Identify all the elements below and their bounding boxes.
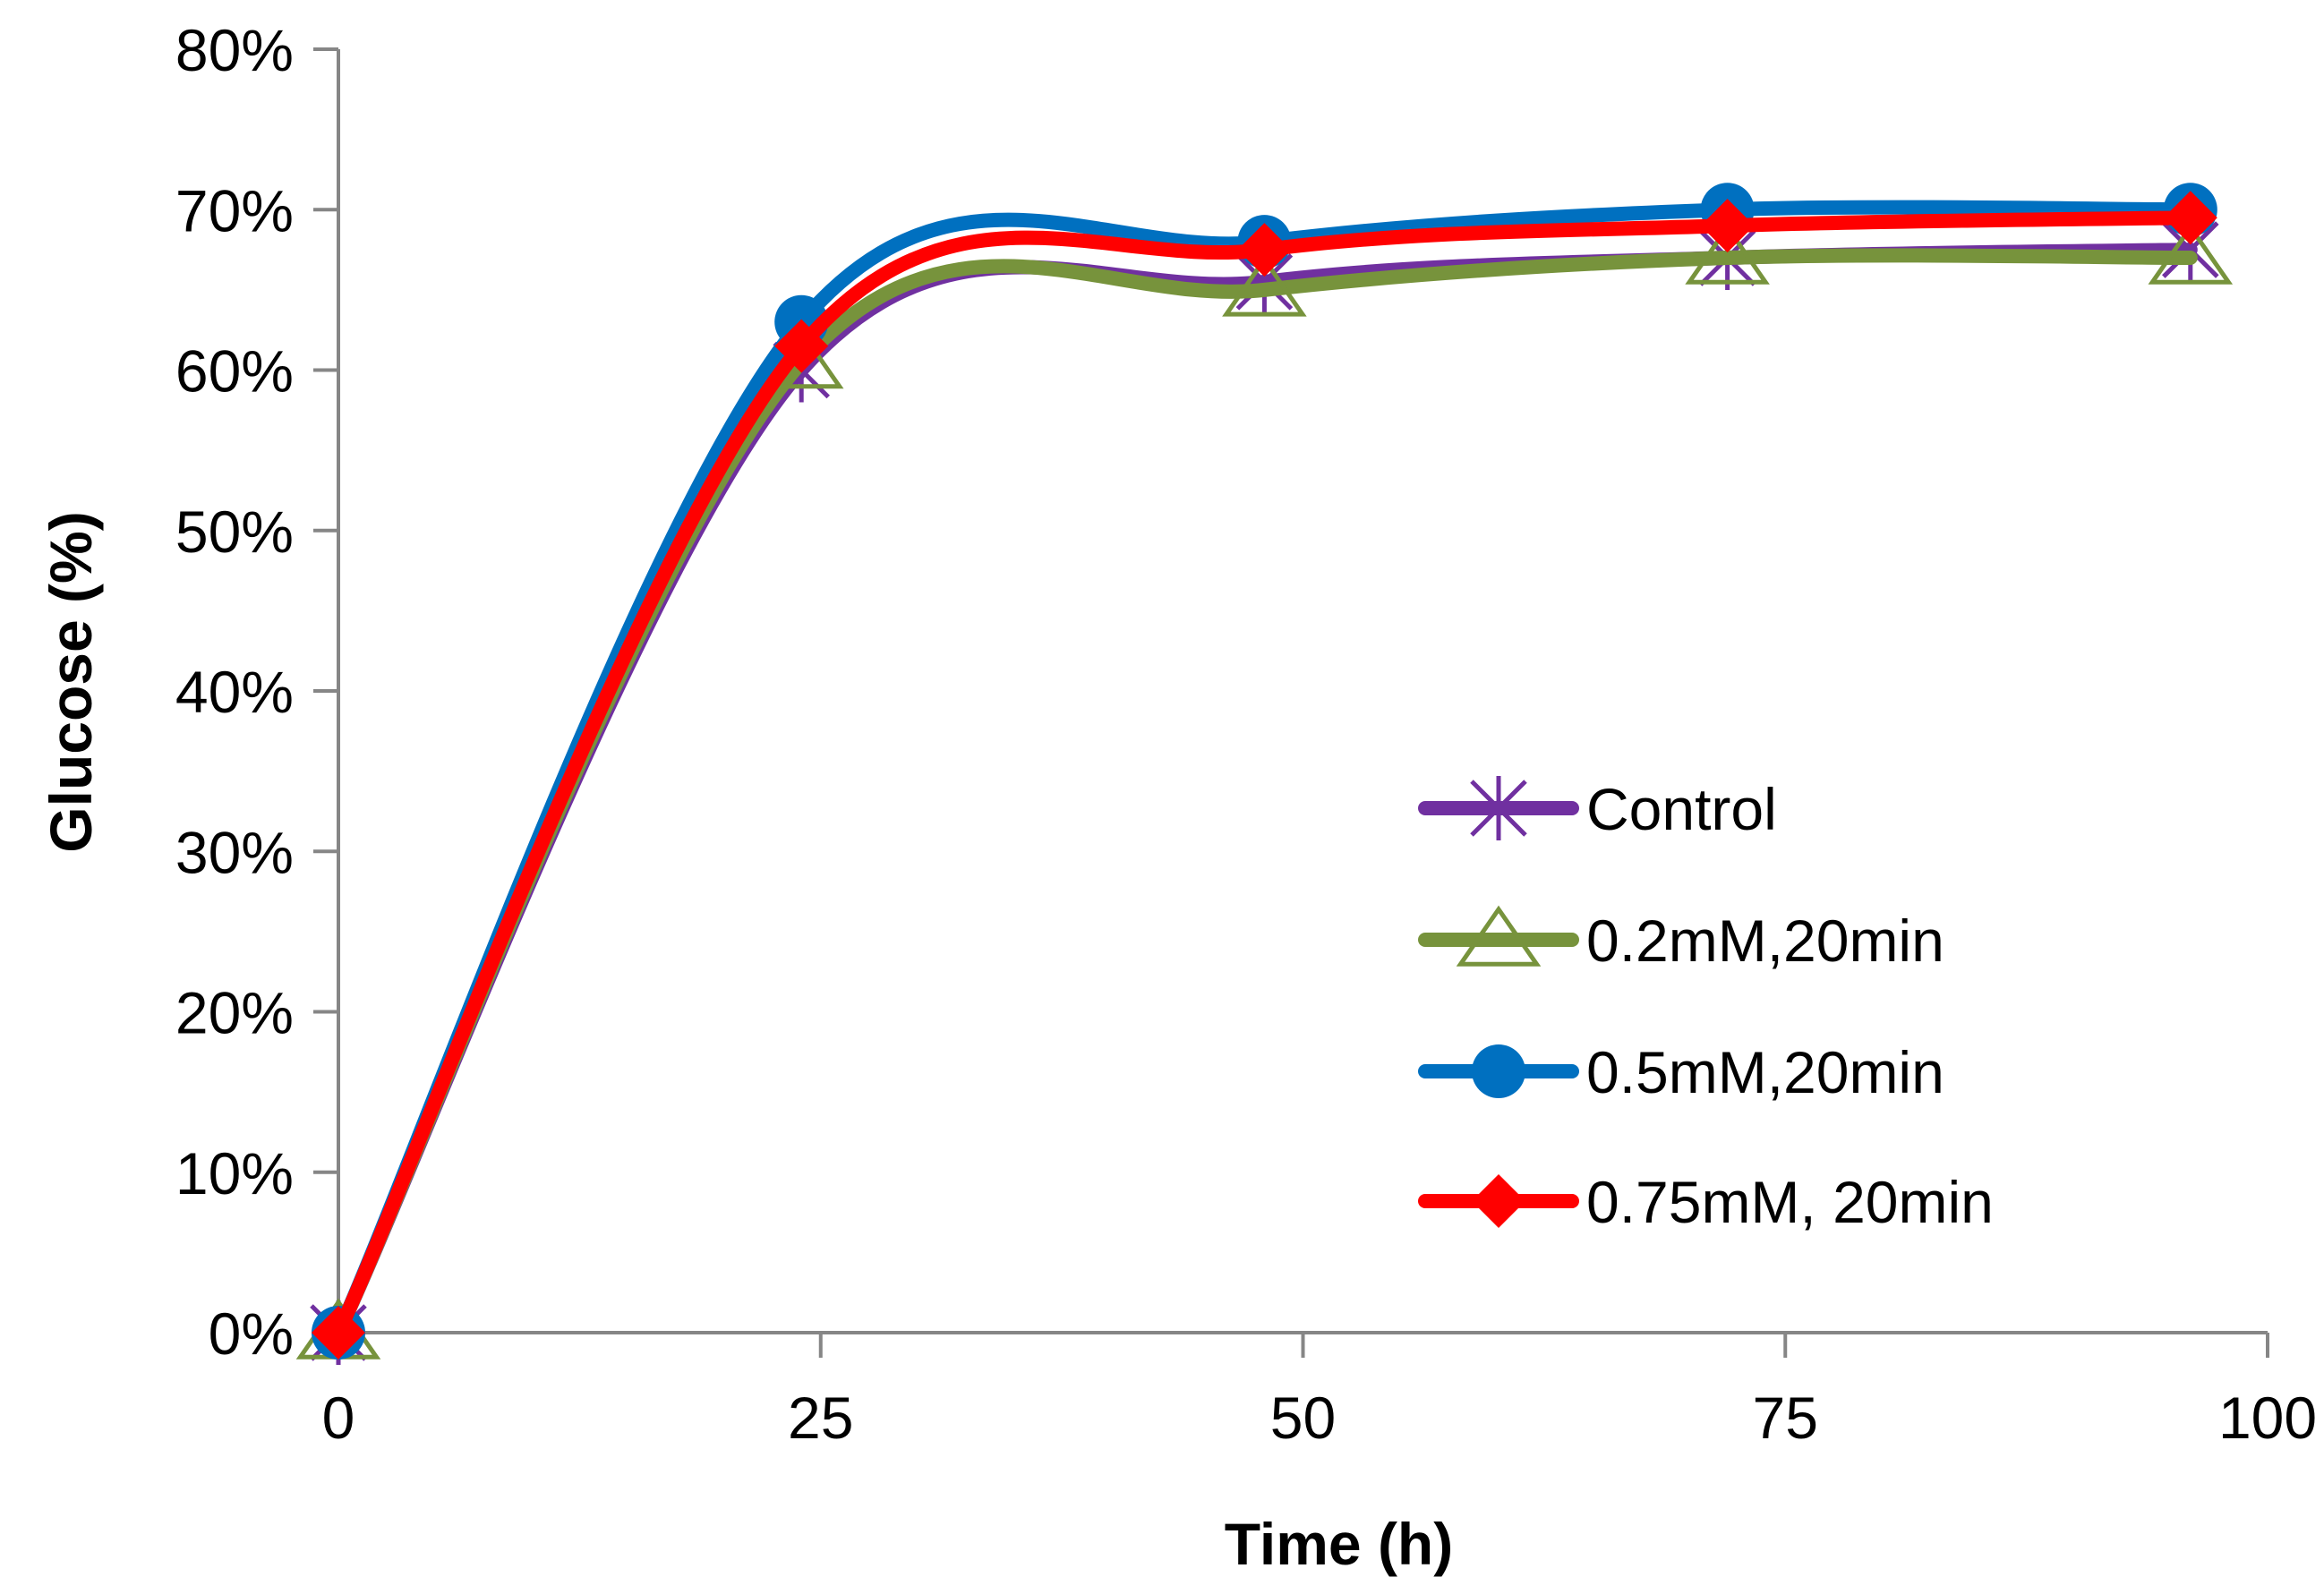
legend-item: 0.5mM,20min xyxy=(1418,1039,1944,1105)
data-point xyxy=(774,319,829,373)
y-tick-label: 10% xyxy=(175,1140,294,1206)
y-tick-label: 0% xyxy=(209,1300,294,1367)
series-line xyxy=(331,210,2198,1340)
x-tick-label: 25 xyxy=(788,1385,853,1451)
legend-label: 0.2mM,20min xyxy=(1586,908,1944,974)
legend-label: 0.5mM,20min xyxy=(1586,1039,1944,1105)
y-tick-label: 30% xyxy=(175,819,294,885)
legend-item: Control xyxy=(1418,776,1777,842)
series-3 xyxy=(312,191,2217,1360)
legend-marker xyxy=(1456,905,1542,967)
y-tick-label: 60% xyxy=(175,338,294,405)
x-tick-label: 100 xyxy=(2218,1385,2317,1451)
legend-marker xyxy=(1472,1174,1525,1228)
data-point xyxy=(1700,199,1755,253)
legend-item: 0.75mM, 20min xyxy=(1418,1169,1994,1235)
legend-item: 0.2mM,20min xyxy=(1418,905,1944,974)
x-tick-label: 0 xyxy=(322,1385,355,1451)
y-axis-title: Glucose (%) xyxy=(38,511,104,852)
y-tick-label: 40% xyxy=(175,659,294,725)
legend-marker xyxy=(1472,1044,1525,1098)
series-line xyxy=(331,200,2198,1340)
y-tick-label: 80% xyxy=(175,17,294,83)
legend-label: Control xyxy=(1586,776,1777,842)
series-layer xyxy=(295,183,2234,1365)
x-tick-label: 50 xyxy=(1270,1385,1336,1451)
y-tick-label: 50% xyxy=(175,499,294,565)
data-point xyxy=(312,1306,365,1360)
y-tick-label: 70% xyxy=(175,177,294,243)
x-tick-label: 75 xyxy=(1753,1385,1818,1451)
data-point xyxy=(1685,223,1770,285)
legend: Control 0.2mM,20min 0.5mM,20min 0.75mM, 20m… xyxy=(1418,776,1994,1235)
data-point xyxy=(2148,223,2234,285)
data-point xyxy=(1222,255,1307,317)
data-point xyxy=(2163,191,2217,245)
axes: 0% 10% 20% 30% 40% 50% 60% 70% 80% 0 25 50 75 100 xyxy=(175,17,2317,1451)
data-point xyxy=(1237,223,1292,277)
y-tick-label: 20% xyxy=(175,980,294,1046)
legend-marker xyxy=(1470,776,1527,840)
legend-label: 0.75mM, 20min xyxy=(1586,1169,1994,1235)
x-axis-title: Time (h) xyxy=(1225,1511,1453,1577)
